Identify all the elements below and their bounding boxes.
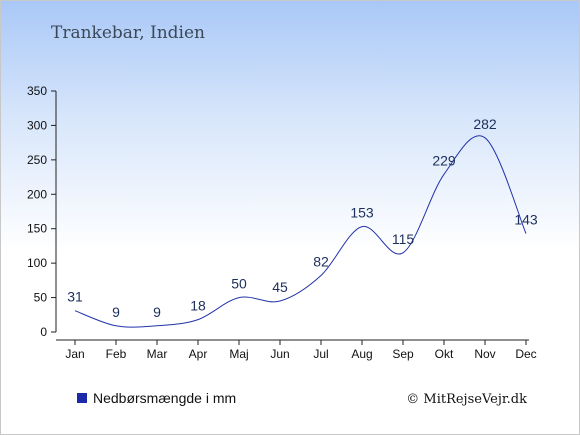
x-tick-label: Dec xyxy=(515,347,536,361)
x-ticks: Jan Feb Mar Apr Maj Jun Jul Aug Sep Okt Nov Dec xyxy=(65,340,537,361)
data-label: 229 xyxy=(432,152,456,168)
y-tick-label: 150 xyxy=(27,222,47,236)
data-label: 31 xyxy=(67,289,83,305)
y-tick-label: 200 xyxy=(27,187,47,201)
data-labels: 31 9 9 18 50 45 82 153 115 229 282 143 xyxy=(67,116,538,320)
legend-swatch xyxy=(77,393,87,403)
x-tick-label: Mar xyxy=(147,347,168,361)
data-label: 282 xyxy=(473,116,497,132)
data-label: 9 xyxy=(153,304,161,320)
x-tick-label: Okt xyxy=(435,347,454,361)
data-label: 18 xyxy=(190,298,206,314)
y-tick-label: 250 xyxy=(27,153,47,167)
x-tick-label: Jun xyxy=(270,347,289,361)
y-tick-label: 100 xyxy=(27,256,47,270)
data-label: 9 xyxy=(112,304,120,320)
data-label: 50 xyxy=(231,276,247,292)
legend-label: Nedbørsmængde i mm xyxy=(93,390,236,406)
x-tick-label: Aug xyxy=(351,347,372,361)
x-tick-label: Nov xyxy=(474,347,495,361)
data-label: 45 xyxy=(272,279,288,295)
data-label: 82 xyxy=(313,254,329,270)
x-tick-label: Jan xyxy=(65,347,84,361)
y-tick-label: 50 xyxy=(34,291,48,305)
data-label: 153 xyxy=(350,205,374,221)
data-label: 115 xyxy=(392,231,415,247)
y-tick-label: 0 xyxy=(40,325,47,339)
y-tick-label: 300 xyxy=(27,118,47,132)
y-tick-label: 350 xyxy=(27,84,47,98)
chart-title: Trankebar, Indien xyxy=(51,23,205,43)
series-line-precipitation xyxy=(74,135,527,328)
x-tick-label: Feb xyxy=(106,347,127,361)
y-ticks: 0 50 100 150 200 250 300 350 xyxy=(27,84,56,339)
credit-text: © MitRejseVejr.dk xyxy=(406,392,527,407)
x-tick-label: Sep xyxy=(392,347,414,361)
data-label: 143 xyxy=(514,212,538,228)
x-tick-label: Jul xyxy=(313,347,328,361)
x-tick-label: Maj xyxy=(229,347,248,361)
x-tick-label: Apr xyxy=(189,347,208,361)
